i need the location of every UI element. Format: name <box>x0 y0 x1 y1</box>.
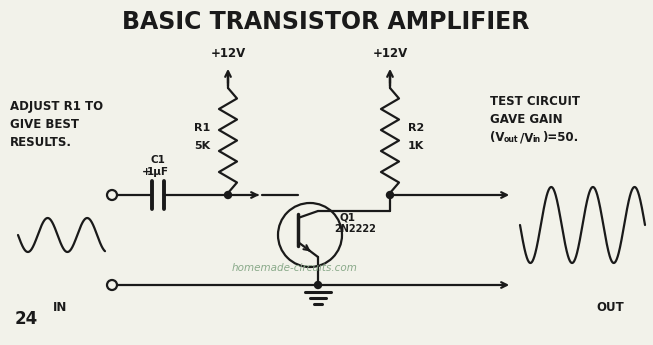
Text: 1μF: 1μF <box>147 167 169 177</box>
Text: (V: (V <box>490 131 505 144</box>
Text: 2N2222: 2N2222 <box>334 224 376 234</box>
Text: 5K: 5K <box>194 141 210 151</box>
Text: BASIC TRANSISTOR AMPLIFIER: BASIC TRANSISTOR AMPLIFIER <box>122 10 530 34</box>
Text: TEST CIRCUIT: TEST CIRCUIT <box>490 95 580 108</box>
Text: IN: IN <box>53 301 67 314</box>
Text: 1K: 1K <box>408 141 424 151</box>
Text: out: out <box>504 135 518 144</box>
Circle shape <box>225 191 232 198</box>
Text: homemade-circuits.com: homemade-circuits.com <box>232 263 358 273</box>
Text: +12V: +12V <box>210 47 246 60</box>
Circle shape <box>315 282 321 288</box>
Text: RESULTS.: RESULTS. <box>10 136 72 149</box>
Text: OUT: OUT <box>596 301 624 314</box>
Text: GAVE GAIN: GAVE GAIN <box>490 113 563 126</box>
Text: /V: /V <box>520 131 534 144</box>
Text: 24: 24 <box>15 310 39 328</box>
Text: GIVE BEST: GIVE BEST <box>10 118 79 131</box>
Text: ADJUST R1 TO: ADJUST R1 TO <box>10 100 103 113</box>
Text: )=50.: )=50. <box>542 131 579 144</box>
Text: R2: R2 <box>408 123 424 133</box>
Text: in: in <box>532 135 540 144</box>
Text: Q1: Q1 <box>340 212 356 222</box>
Text: C1: C1 <box>151 155 165 165</box>
Circle shape <box>387 191 394 198</box>
Text: +12V: +12V <box>372 47 407 60</box>
Text: +: + <box>142 167 151 177</box>
Text: R1: R1 <box>194 123 210 133</box>
